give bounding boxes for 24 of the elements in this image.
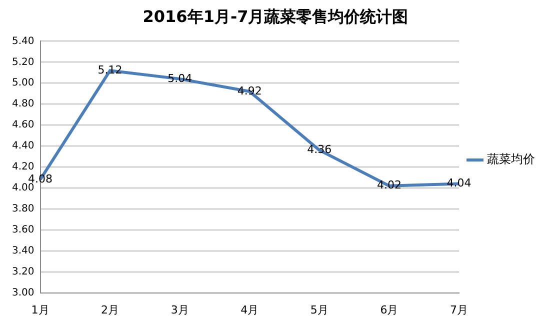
y-tick-label: 3.00 <box>12 287 34 298</box>
data-label: 5.04 <box>168 72 192 85</box>
x-tick-label: 7月 <box>450 303 468 316</box>
y-tick-label: 4.20 <box>12 162 34 173</box>
chart-title: 2016年1月-7月蔬菜零售均价统计图 <box>142 6 408 26</box>
x-tick-label: 3月 <box>170 303 189 316</box>
y-tick-label: 5.20 <box>12 56 34 68</box>
y-tick-label: 5.00 <box>12 78 34 89</box>
y-tick-label: 4.60 <box>12 120 34 131</box>
y-tick-label: 4.00 <box>12 182 34 194</box>
y-tick-label: 4.80 <box>12 98 34 110</box>
data-label: 4.04 <box>446 176 472 190</box>
y-tick-label: 3.60 <box>12 224 34 236</box>
x-tick-label: 4月 <box>240 303 259 316</box>
x-tick-label: 6月 <box>380 303 398 316</box>
x-tick-label: 5月 <box>310 303 328 316</box>
x-tick-label: 1月 <box>31 303 50 316</box>
y-tick-label: 4.40 <box>12 140 34 152</box>
y-tick-label: 3.80 <box>12 204 34 215</box>
legend-label: 蔬菜均价 <box>487 152 535 166</box>
y-tick-label: 5.40 <box>12 36 34 47</box>
x-tick-label: 2月 <box>101 303 120 316</box>
y-tick-label: 3.20 <box>12 266 34 278</box>
y-tick-label: 3.40 <box>12 245 34 256</box>
